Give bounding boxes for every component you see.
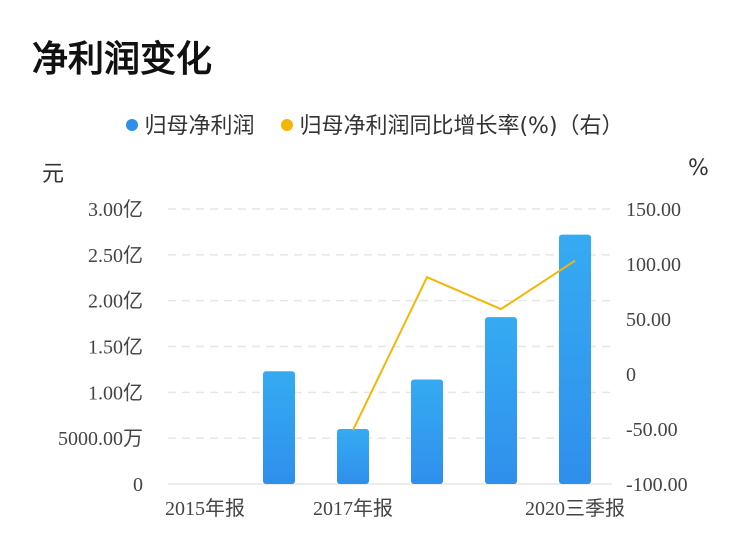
right-axis-unit: % bbox=[688, 156, 709, 181]
right-axis-tick-label: -100.00 bbox=[626, 474, 688, 496]
legend-label-growth-rate: 归母净利润同比增长率(%)（右） bbox=[299, 114, 624, 139]
grid-lines bbox=[168, 208, 612, 485]
right-axis-tick-label: -50.00 bbox=[626, 419, 678, 441]
growth-rate-line[interactable] bbox=[352, 259, 576, 431]
left-axis-tick-label: 2.50亿 bbox=[88, 244, 143, 267]
bar-net-profit[interactable] bbox=[337, 429, 369, 484]
left-axis-unit: 元 bbox=[42, 162, 65, 187]
chart-title: 净利润变化 bbox=[32, 39, 213, 80]
legend-marker-bar bbox=[126, 119, 139, 131]
bar-net-profit[interactable] bbox=[485, 317, 517, 484]
line-series bbox=[352, 259, 576, 431]
legend-item-growth-rate[interactable]: 归母净利润同比增长率(%)（右） bbox=[281, 108, 624, 140]
left-axis-tick-label: 1.00亿 bbox=[88, 381, 143, 404]
legend-marker-line bbox=[281, 119, 294, 131]
right-axis-tick-label: 0 bbox=[626, 364, 636, 386]
left-axis-tick-label: 0 bbox=[133, 474, 143, 496]
left-axis-tick-label: 1.50亿 bbox=[88, 336, 143, 359]
bar-net-profit[interactable] bbox=[559, 234, 591, 484]
right-axis-tick-label: 100.00 bbox=[626, 254, 681, 276]
right-axis-tick-label: 150.00 bbox=[626, 199, 681, 221]
legend-item-net-profit[interactable]: 归母净利润 bbox=[126, 108, 254, 140]
x-axis-tick-label: 2020三季报 bbox=[525, 497, 625, 520]
axis-ticks: 0 5000.00万 1.00亿 1.50亿 2.00亿 2.50亿 3.00亿 -100.0… bbox=[58, 198, 688, 520]
left-axis-tick-label: 3.00亿 bbox=[88, 198, 143, 221]
legend: 归母净利润 归母净利润同比增长率(%)（右） bbox=[0, 108, 750, 140]
bar-net-profit[interactable] bbox=[411, 379, 443, 485]
bar-net-profit[interactable] bbox=[263, 371, 295, 484]
legend-label-net-profit: 归母净利润 bbox=[144, 114, 255, 139]
left-axis-tick-label: 5000.00万 bbox=[58, 428, 143, 450]
x-axis-tick-label: 2015年报 bbox=[165, 497, 245, 520]
left-axis-tick-label: 2.00亿 bbox=[88, 290, 143, 313]
bar-series bbox=[263, 234, 591, 485]
x-axis-tick-label: 2017年报 bbox=[313, 497, 393, 520]
right-axis-tick-label: 50.00 bbox=[626, 309, 671, 331]
